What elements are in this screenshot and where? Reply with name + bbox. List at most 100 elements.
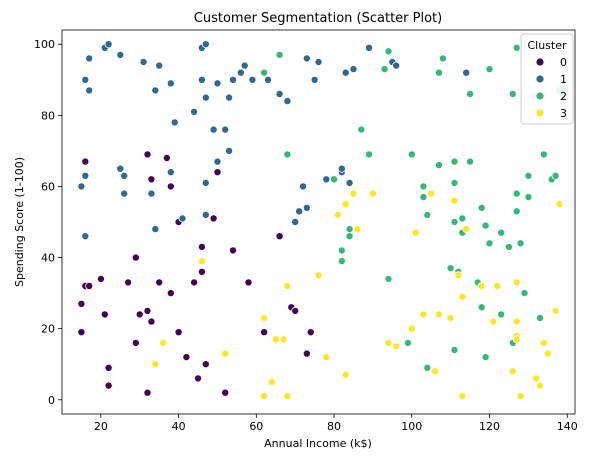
data-point <box>450 217 459 226</box>
data-point <box>201 178 210 187</box>
data-point <box>155 278 164 287</box>
data-point <box>120 189 129 198</box>
data-point <box>151 360 160 369</box>
data-point <box>143 150 152 159</box>
data-point <box>143 388 152 397</box>
data-point <box>380 65 389 74</box>
data-point <box>225 93 234 102</box>
data-point <box>151 86 160 95</box>
data-point <box>466 90 475 99</box>
data-point <box>555 200 564 209</box>
data-point <box>392 61 401 70</box>
data-point <box>392 342 401 351</box>
x-tick-label: 60 <box>249 420 263 433</box>
data-point <box>497 228 506 237</box>
data-point <box>532 374 541 383</box>
data-point <box>427 189 436 198</box>
data-point <box>434 68 443 77</box>
data-point <box>477 281 486 290</box>
data-point <box>462 68 471 77</box>
x-tick-label: 80 <box>327 420 341 433</box>
data-point <box>100 310 109 319</box>
data-point <box>260 328 269 337</box>
data-point <box>423 363 432 372</box>
data-point <box>166 289 175 298</box>
data-point <box>364 150 373 159</box>
data-point <box>497 310 506 319</box>
data-point <box>450 178 459 187</box>
data-point <box>349 189 358 198</box>
data-point <box>341 370 350 379</box>
data-point <box>85 281 94 290</box>
data-point <box>403 338 412 347</box>
data-point <box>462 225 471 234</box>
data-point <box>158 338 167 347</box>
data-point <box>131 338 140 347</box>
data-point <box>116 164 125 173</box>
data-point <box>263 75 272 84</box>
data-point <box>81 232 90 241</box>
data-point <box>147 317 156 326</box>
data-point <box>85 86 94 95</box>
data-point <box>104 381 113 390</box>
data-point <box>337 164 346 173</box>
data-point <box>512 278 521 287</box>
data-point <box>275 90 284 99</box>
data-point <box>329 175 338 184</box>
data-point <box>295 207 304 216</box>
legend-title: Cluster <box>527 39 567 52</box>
x-tick-label: 100 <box>401 420 422 433</box>
data-point <box>77 182 86 191</box>
data-point <box>166 182 175 191</box>
data-point <box>77 328 86 337</box>
legend-label: 0 <box>560 56 567 69</box>
legend-marker <box>535 57 545 67</box>
data-point <box>306 328 315 337</box>
data-point <box>170 118 179 127</box>
data-point <box>438 54 447 63</box>
data-point <box>407 150 416 159</box>
data-point <box>260 68 269 77</box>
data-point <box>81 171 90 180</box>
data-point <box>516 392 525 401</box>
data-point <box>419 310 428 319</box>
legend: Cluster 0 1 2 3 <box>520 33 574 125</box>
data-point <box>283 281 292 290</box>
data-point <box>539 150 548 159</box>
data-point <box>213 79 222 88</box>
data-point <box>147 189 156 198</box>
data-point <box>508 367 517 376</box>
data-point <box>197 75 206 84</box>
data-point <box>228 246 237 255</box>
data-point <box>151 225 160 234</box>
data-point <box>524 193 533 202</box>
data-point <box>228 75 237 84</box>
data-point <box>201 40 210 49</box>
data-point <box>341 68 350 77</box>
data-point <box>419 193 428 202</box>
data-point <box>291 217 300 226</box>
data-point <box>124 278 133 287</box>
data-point <box>446 264 455 273</box>
data-point <box>302 54 311 63</box>
data-point <box>182 353 191 362</box>
data-point <box>283 150 292 159</box>
data-point <box>267 377 276 386</box>
data-point <box>446 313 455 322</box>
data-point <box>201 360 210 369</box>
plot-frame <box>61 29 576 415</box>
data-point <box>221 349 230 358</box>
data-point <box>384 47 393 56</box>
data-point <box>174 328 183 337</box>
data-point <box>314 271 323 280</box>
data-point <box>201 210 210 219</box>
data-point <box>411 228 420 237</box>
data-point <box>197 257 206 266</box>
data-point <box>279 335 288 344</box>
y-axis-label: Spending Score (1-100) <box>13 157 26 287</box>
data-point <box>353 225 362 234</box>
data-point <box>244 278 253 287</box>
data-point <box>213 168 222 177</box>
data-point <box>384 338 393 347</box>
